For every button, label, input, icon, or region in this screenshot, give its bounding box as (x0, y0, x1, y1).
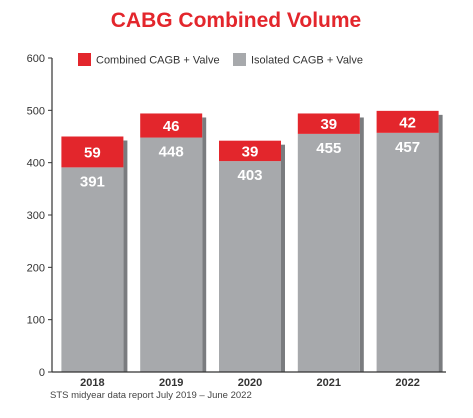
x-tick-label-2019: 2019 (159, 377, 183, 389)
bar-combined-2021 (297, 113, 360, 134)
bar-combined-2019 (140, 113, 203, 138)
bar-shadow (359, 117, 364, 373)
y-tick-label: 400 (27, 158, 45, 170)
value-label-combined-2019: 46 (163, 118, 180, 135)
value-label-isolated-2022: 457 (395, 139, 420, 156)
y-axis: 0 100 200 300 400 500 600 (27, 53, 53, 379)
y-tick-label: 500 (27, 105, 45, 117)
value-label-combined-2022: 42 (399, 114, 416, 131)
bar-shadow (202, 117, 207, 373)
bar-isolated-2019 (140, 137, 203, 372)
value-label-isolated-2020: 403 (237, 167, 262, 184)
y-tick-label: 100 (27, 315, 45, 327)
bar-isolated-2018 (61, 167, 124, 372)
bar-isolated-2021 (297, 133, 360, 372)
x-tick-label-2021: 2021 (317, 377, 341, 389)
bar-isolated-2020 (219, 161, 281, 372)
x-tick-label-2020: 2020 (238, 377, 262, 389)
legend-swatch-combined (78, 53, 91, 66)
x-axis: 2018 2019 2020 2021 2022 (52, 371, 446, 389)
bars: 59 391 46 448 39 403 39 455 42 457 (61, 110, 443, 373)
value-label-isolated-2018: 391 (80, 173, 105, 190)
y-tick-label: 0 (39, 367, 45, 379)
value-label-combined-2018: 59 (84, 144, 101, 161)
bar-isolated-2022 (376, 132, 439, 372)
bar-combined-2018 (61, 136, 124, 168)
bar-combined-2020 (219, 140, 281, 162)
value-label-isolated-2019: 448 (159, 144, 184, 161)
bar-shadow (123, 140, 128, 372)
value-label-isolated-2021: 455 (316, 140, 341, 157)
y-tick-label: 600 (27, 53, 45, 65)
y-tick-label: 300 (27, 210, 45, 222)
legend: Combined CAGB + Valve Isolated CAGB + Val… (78, 53, 363, 67)
source-note: STS midyear data report July 2019 – June… (50, 390, 252, 401)
bar-combined-2022 (376, 110, 439, 133)
legend-label-combined: Combined CAGB + Valve (96, 55, 220, 67)
bar-shadow (438, 114, 443, 373)
chart-title: CABG Combined Volume (111, 9, 361, 32)
x-tick-label-2018: 2018 (80, 377, 104, 389)
value-label-combined-2020: 39 (242, 143, 259, 160)
legend-swatch-isolated (233, 53, 246, 66)
y-tick-label: 200 (27, 262, 45, 274)
bar-shadow (281, 144, 285, 372)
x-tick-label-2022: 2022 (395, 377, 419, 389)
legend-label-isolated: Isolated CAGB + Valve (251, 55, 363, 67)
value-label-combined-2021: 39 (320, 116, 337, 133)
